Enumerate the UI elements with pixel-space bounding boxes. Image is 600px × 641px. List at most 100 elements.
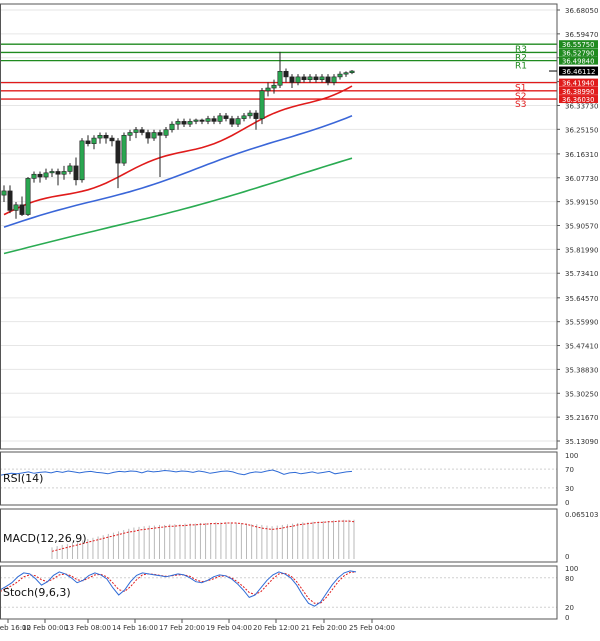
candle: [91, 135, 97, 150]
x-tick-label: 11 Feb 16:00: [0, 624, 31, 632]
candle-body: [37, 173, 43, 178]
stoch-axis-label: 100: [565, 565, 578, 573]
candle: [217, 113, 223, 125]
candle-body: [253, 112, 259, 119]
rsi-axis-label: 70: [565, 466, 574, 474]
candle: [331, 74, 337, 86]
candle: [199, 118, 205, 125]
y-tick-label: 35.47410: [565, 343, 598, 351]
pivot-level-name: S3: [515, 100, 526, 110]
candle-body: [277, 71, 283, 86]
candle-body: [175, 121, 181, 125]
candle: [229, 115, 235, 127]
panel-frame: [0, 508, 558, 563]
stoch-axis-label: 0: [565, 614, 569, 622]
candle-body: [133, 129, 139, 133]
candle-body: [163, 129, 169, 136]
y-tick-label: 35.64570: [565, 295, 598, 303]
y-tick-label: 36.33730: [565, 102, 598, 110]
candle: [205, 115, 211, 125]
pivot-level-name: S1: [515, 84, 526, 94]
x-tick-label: 25 Feb 04:00: [349, 624, 395, 632]
y-tick-label: 35.73410: [565, 270, 598, 278]
pivot-level-name: R1: [515, 62, 527, 72]
x-tick-label: 13 Feb 08:00: [65, 624, 111, 632]
candle-body: [55, 171, 61, 175]
candle: [133, 126, 139, 139]
candle: [61, 165, 67, 180]
candle-body: [157, 132, 163, 136]
candle-body: [127, 132, 133, 136]
stoch-main-line: [0, 570, 357, 607]
candle-body: [139, 129, 145, 133]
candle-body: [145, 132, 151, 139]
panel-frame: [0, 565, 558, 620]
candle-body: [193, 119, 199, 122]
candle-body: [295, 76, 301, 83]
candle: [343, 71, 349, 77]
pivot-price-tag: [559, 48, 598, 57]
x-tick-label: 17 Feb 20:00: [159, 624, 205, 632]
pivot-level-name: R2: [515, 53, 527, 63]
y-tick-label: 35.13090: [565, 438, 598, 446]
candle-body: [97, 135, 103, 139]
candle: [301, 74, 307, 83]
candle: [175, 118, 181, 130]
candle: [319, 74, 325, 83]
pivot-price-tag: [559, 78, 598, 87]
candle-body: [265, 87, 271, 92]
rsi-line: [0, 469, 353, 476]
candle-body: [217, 115, 223, 122]
candle: [193, 118, 199, 125]
candle: [43, 168, 49, 180]
candle-body: [115, 140, 121, 164]
candle: [259, 88, 265, 125]
pivot-price-tag: [559, 56, 598, 65]
candle: [145, 129, 151, 144]
candle: [115, 138, 121, 189]
pivot-price-label: 36.36030: [562, 96, 594, 104]
macd-title: MACD(12,26,9): [3, 532, 87, 545]
pivot-price-tag: [559, 40, 598, 49]
candle: [127, 129, 133, 141]
candle-body: [313, 76, 319, 80]
candle-body: [181, 121, 187, 125]
candle: [1, 185, 7, 203]
macd-axis-label: 0: [565, 553, 569, 561]
candle-body: [67, 165, 73, 172]
candle-body: [223, 115, 229, 119]
y-tick-label: 35.81990: [565, 246, 598, 254]
candle: [349, 69, 355, 75]
stoch-axis-label: 80: [565, 575, 574, 583]
candle: [151, 129, 157, 141]
candle: [7, 185, 13, 214]
x-tick-label: 20 Feb 12:00: [253, 624, 299, 632]
moving-average-line: [3, 85, 353, 216]
candle-body: [337, 73, 343, 78]
candle-body: [199, 119, 205, 122]
candle-body: [73, 165, 79, 181]
moving-average-line: [3, 157, 353, 255]
moving-average-line: [3, 115, 353, 228]
candle-body: [13, 204, 19, 211]
y-tick-label: 35.30250: [565, 390, 598, 398]
candle-body: [289, 76, 295, 83]
candle: [169, 121, 175, 133]
candle: [181, 118, 187, 127]
candle: [19, 196, 25, 216]
candle-body: [169, 123, 175, 131]
candle-body: [307, 76, 313, 80]
candle-body: [343, 72, 349, 75]
candle: [265, 82, 271, 97]
pivot-price-tag: [559, 95, 598, 104]
candle-body: [187, 121, 193, 125]
candle-body: [85, 140, 91, 144]
rsi-title: RSI(14): [3, 472, 43, 485]
candle: [337, 71, 343, 80]
pivot-price-tag: [559, 86, 598, 95]
x-tick-label: 12 Feb 00:00: [22, 624, 68, 632]
stoch-title: Stoch(9,6,3): [3, 586, 71, 599]
candle: [25, 177, 31, 216]
candle-body: [103, 135, 109, 139]
